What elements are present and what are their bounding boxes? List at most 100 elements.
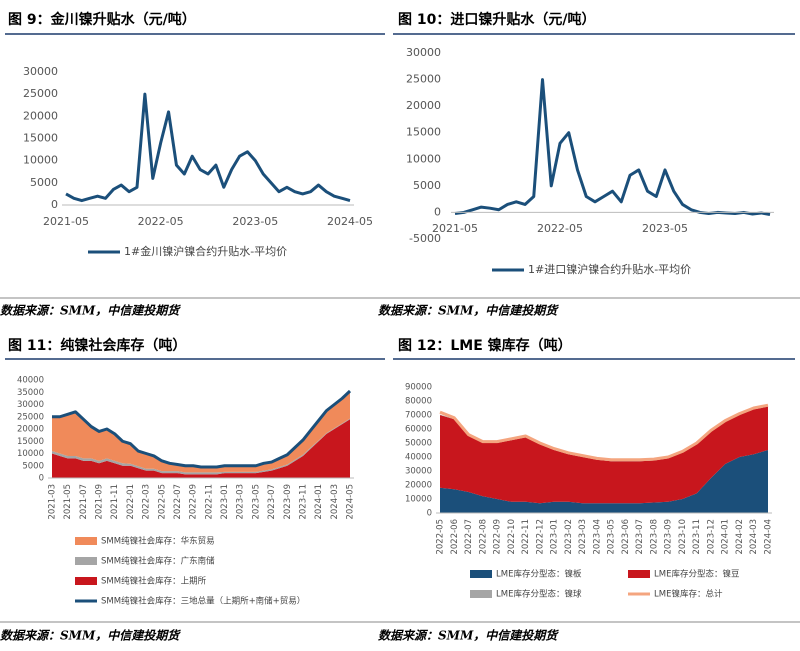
y-tick-label: 25000	[406, 73, 441, 86]
y-tick-label: 10000	[406, 152, 441, 165]
y-tick-label: 5000	[413, 179, 441, 192]
x-tick-label: 2022-06	[450, 519, 460, 555]
x-tick-label: 2023-09	[664, 519, 674, 555]
x-tick-label: 2023-07	[267, 484, 277, 520]
area	[52, 419, 350, 478]
y-tick-label: 20000	[23, 109, 58, 122]
x-tick-label: 2021-05	[43, 215, 89, 228]
line	[439, 403, 769, 462]
x-tick-label: 2023-11	[298, 484, 308, 520]
y-tick-label: 10000	[17, 449, 44, 459]
source-note: 数据来源：SMM，中信建投期货	[378, 629, 559, 643]
x-tick-label: 2023-02	[564, 519, 574, 555]
y-tick-label: 30000	[23, 65, 58, 78]
source-note: 数据来源：SMM，中信建投期货	[0, 304, 181, 318]
y-tick-label: 30000	[406, 46, 441, 59]
legend-label: LME镍库存：总计	[654, 589, 723, 600]
y-tick-label: 60000	[405, 425, 432, 435]
x-tick-label: 2024-05	[346, 484, 356, 520]
legend-swatch	[470, 570, 492, 578]
x-tick-label: 2023-05	[251, 484, 261, 520]
x-tick-label: 2022-05	[138, 215, 184, 228]
x-tick-label: 2023-05	[642, 222, 688, 235]
y-tick-label: 5000	[22, 461, 44, 471]
x-tick-label: 2021-03	[48, 484, 58, 520]
y-tick-label: 0	[434, 205, 441, 218]
y-tick-label: 90000	[405, 383, 432, 393]
y-tick-label: 40000	[17, 376, 44, 386]
legend-label: SMM纯镍社会库存：华东贸易	[101, 536, 215, 547]
area	[440, 450, 768, 513]
line	[454, 78, 771, 217]
x-tick-label: 2023-05	[607, 519, 617, 555]
y-tick-label: 50000	[405, 439, 432, 449]
y-tick-label: 5000	[30, 176, 58, 189]
source-note: 数据来源：SMM，中信建投期货	[378, 304, 559, 318]
x-tick-label: 2023-12	[706, 519, 716, 555]
y-tick-label: 0	[39, 474, 44, 484]
x-tick-label: 2021-05	[63, 484, 73, 520]
x-tick-label: 2022-12	[535, 519, 545, 555]
x-tick-label: 2022-09	[189, 484, 199, 520]
y-tick-label: 40000	[405, 453, 432, 463]
x-tick-label: 2021-11	[110, 484, 120, 520]
y-tick-label: 0	[51, 198, 58, 211]
line	[52, 389, 352, 469]
legend-swatch	[75, 557, 97, 565]
area	[440, 406, 768, 504]
legend-label: 1#进口镍沪镍合约升贴水-平均价	[528, 262, 691, 276]
x-tick-label: 2021-05	[432, 222, 478, 235]
x-tick-label: 2022-05	[537, 222, 583, 235]
source-note: 数据来源：SMM，中信建投期货	[0, 629, 181, 643]
y-tick-label: 25000	[17, 412, 44, 422]
y-tick-label: 70000	[405, 411, 432, 421]
y-tick-label: 20000	[406, 99, 441, 112]
chart-title: 图 9：金川镍升贴水（元/吨）	[8, 11, 196, 28]
x-tick-label: 2024-02	[735, 519, 745, 555]
chart-title: 图 12：LME 镍库存（吨）	[398, 337, 572, 354]
x-tick-label: 2023-09	[283, 484, 293, 520]
y-tick-label: 15000	[17, 437, 44, 447]
y-tick-label: 80000	[405, 397, 432, 407]
legend-swatch	[75, 577, 97, 585]
x-tick-label: 2022-01	[126, 484, 136, 520]
chart-title: 图 10：进口镍升贴水（元/吨）	[398, 11, 595, 28]
x-tick-label: 2022-08	[478, 519, 488, 555]
x-tick-label: 2022-11	[521, 519, 531, 555]
x-tick-label: 2024-04	[764, 519, 774, 555]
y-tick-label: -5000	[409, 232, 441, 245]
x-tick-label: 2023-04	[592, 519, 602, 555]
x-tick-label: 2024-01	[721, 519, 731, 555]
x-tick-label: 2024-03	[749, 519, 759, 555]
legend-label: 1#金川镍沪镍合约升贴水-平均价	[124, 244, 287, 258]
x-tick-label: 2023-06	[621, 519, 631, 555]
legend-swatch	[75, 537, 97, 545]
x-tick-label: 2022-11	[204, 484, 214, 520]
line	[65, 92, 351, 203]
legend-swatch	[470, 590, 492, 598]
x-tick-label: 2023-03	[236, 484, 246, 520]
y-tick-label: 10000	[405, 495, 432, 505]
x-tick-label: 2022-10	[507, 519, 517, 555]
x-tick-label: 2021-07	[79, 484, 89, 520]
legend-label: LME库存分型态：镍豆	[654, 569, 739, 580]
legend-swatch	[628, 570, 650, 578]
legend-label: LME库存分型态：镍球	[496, 589, 582, 600]
y-tick-label: 20000	[405, 481, 432, 491]
x-tick-label: 2024-05	[327, 215, 373, 228]
legend-label: SMM纯镍社会库存：广东南储	[101, 556, 215, 567]
x-tick-label: 2023-01	[220, 484, 230, 520]
x-tick-label: 2024-01	[314, 484, 324, 520]
y-tick-label: 0	[427, 509, 432, 519]
x-tick-label: 2022-03	[142, 484, 152, 520]
x-tick-label: 2022-05	[157, 484, 167, 520]
x-tick-label: 2023-10	[678, 519, 688, 555]
y-tick-label: 25000	[23, 87, 58, 100]
y-tick-label: 20000	[17, 425, 44, 435]
x-tick-label: 2023-07	[635, 519, 645, 555]
y-tick-label: 15000	[406, 126, 441, 139]
x-tick-label: 2023-03	[578, 519, 588, 555]
x-tick-label: 2023-11	[692, 519, 702, 555]
y-tick-label: 30000	[17, 400, 44, 410]
